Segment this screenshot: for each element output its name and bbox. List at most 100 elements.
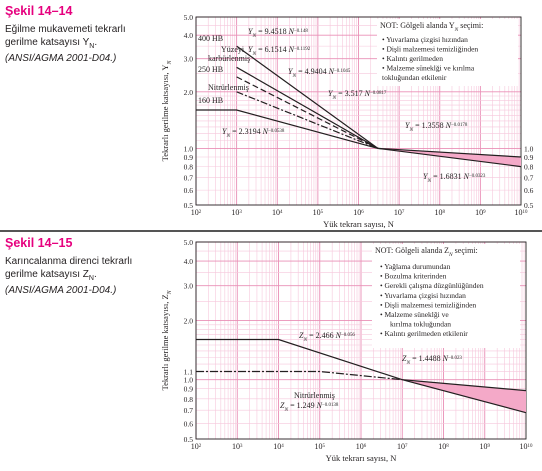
x-tick-label: 109 [475,208,486,217]
y-tick-label: 3.0 [184,55,194,64]
y-tick-label: 0.5 [184,435,194,444]
description-end: . [93,268,97,280]
y-tick-label: 0.8 [184,395,194,404]
y-tick-label: 5.0 [184,238,194,247]
y-tick-label: 0.6 [184,419,194,428]
chart-14-15: 102 103 104 105 106 107 108 109 1010 5.0 4.0 3.0 2.0… [160,238,533,463]
figure-reference: (ANSI/AGMA 2001-D04.) [5,53,117,64]
x-tick-label: 102 [191,442,202,451]
note-item: • Bozulma kriterinden [380,272,447,281]
y-tick-label: 2.0 [184,88,194,97]
note-box [372,244,520,348]
y-axis-label: Tekrarlı gerilme katsayısı, YN [160,60,173,162]
y-right-tick-label: 0.9 [524,153,534,162]
x-tick-label: 106 [356,442,367,451]
figure-14-15-caption: Şekil 14–15 Karıncalanma direnci tekrarl… [5,236,155,298]
y-tick-label: 1.0 [184,144,194,153]
y-right-tick-label: 0.7 [524,174,534,183]
chart-14-14: 102 103 104 105 106 107 108 109 1010 5.0 4.0 3.0 2.0… [160,13,534,229]
x-tick-label: 103 [232,442,243,451]
note-title: NOT: Gölgeli alanda YN seçimi: [380,21,483,33]
series-line [196,370,403,381]
note-item: • Malzeme süneklği ve [380,310,449,319]
x-tick-label: 1010 [515,208,528,217]
y-axis-label: Tekrarlı gerilme katsayısı, ZN [160,289,173,390]
x-tick-label: 105 [315,442,326,451]
x-tick-label: 108 [435,208,446,217]
figure-label: Şekil 14–15 [5,236,73,250]
note-item: • Kalıntı gerilmeden etkilenir [380,329,468,338]
equation-label: ZN = 1.4488 N−0.023 [402,354,462,366]
x-tick-label: 102 [191,208,202,217]
note-item: tokluğundan etkilenir [382,73,447,82]
x-tick-label: 107 [397,442,408,451]
series-line [236,91,379,149]
y-right-tick-label: 0.5 [524,201,534,210]
figure-label: Şekil 14–14 [5,4,73,18]
y-tick-label: 5.0 [184,13,194,22]
y-tick-label: 0.7 [184,406,194,415]
y-tick-label: 0.5 [184,201,194,210]
curve-label: karbürlenmiş [208,54,250,63]
x-tick-label: 1010 [520,442,533,451]
section-divider [0,230,542,232]
note-box [377,19,518,86]
description-sub: N [89,42,95,50]
x-tick-label: 106 [353,208,364,217]
note-item: • Yuvarlama çizgisi hızından [382,35,468,44]
curve-label: 400 HB [198,34,223,43]
curve-label: Nitrürlenmiş [208,83,249,92]
equation-label: YN = 2.3194 N−0.0538 [222,127,285,139]
equation-label: YN = 6.1514 N−0.1192 [248,45,311,57]
x-tick-label: 109 [480,442,491,451]
y-tick-label: 0.7 [184,174,194,183]
x-tick-label: 104 [273,442,284,451]
x-tick-label: 103 [231,208,242,217]
x-tick-label: 104 [272,208,283,217]
plot-frame [195,16,522,206]
description-sub: N [88,274,94,282]
equation-label: YN = 4.9404 N−0.1045 [288,67,351,79]
curve-label: Nitrürlenmiş [294,391,335,400]
x-tick-label: 107 [394,208,405,217]
equation-label: YN = 1.6831 N−0.0323 [423,172,486,184]
y-tick-label: 0.9 [184,385,194,394]
note-item: • Dişli malzemesi temizliğinden [382,45,478,54]
description-end: . [94,36,98,48]
y-tick-label: 4.0 [184,31,194,40]
x-axis-label: Yük tekrarı sayısı, N [326,453,397,463]
description-text: Karıncalanma direnci tekrarlı gerilme ka… [5,256,133,280]
note-item: • Kalıntı gerilmeden [382,54,443,63]
series-line [196,338,403,381]
y-tick-label: 3.0 [184,282,194,291]
curve-label: 160 HB [198,96,223,105]
series-line [236,45,379,149]
note-item: • Dişli malzemesi temizliğinden [380,300,476,309]
y-tick-label: 0.9 [184,153,194,162]
series-line-upper-bound [377,147,522,158]
y-tick-label: 2.0 [184,316,194,325]
y-tick-label: 0.6 [184,186,194,195]
y-tick-label: 1.0 [184,376,194,385]
series-line [236,76,379,149]
curve-label: Yüzeyi [221,45,245,54]
note-item: kırılma tokluğundan [390,320,451,329]
x-tick-label: 108 [438,442,449,451]
description-text: Eğilme mukavemeti tekrarlı gerilme katsa… [5,24,126,48]
x-tick-label: 105 [313,208,324,217]
figure-description: Karıncalanma direnci tekrarlı gerilme ka… [5,256,155,285]
equation-label: YN = 3.517 N−0.0817 [328,89,387,101]
plot-frame [195,241,527,440]
figure-14-14-caption: Şekil 14–14 Eğilme mukavemeti tekrarlı g… [5,4,155,66]
equation-label: ZN = 2.466 N−0.056 [299,331,355,343]
series-line-lower-bound [377,147,522,168]
equation-label: YN = 1.3558 N−0.0178 [405,121,468,133]
series-line [236,66,379,149]
y-right-tick-label: 0.6 [524,186,534,195]
equation-label: YN = 9.4518 N−0.148 [248,27,308,39]
note-item: • Malzeme süneklği ve kırılma [382,64,475,73]
y-tick-label: 4.0 [184,257,194,266]
figure-reference: (ANSI/AGMA 2001-D04.) [5,285,117,296]
series-line [196,109,379,149]
